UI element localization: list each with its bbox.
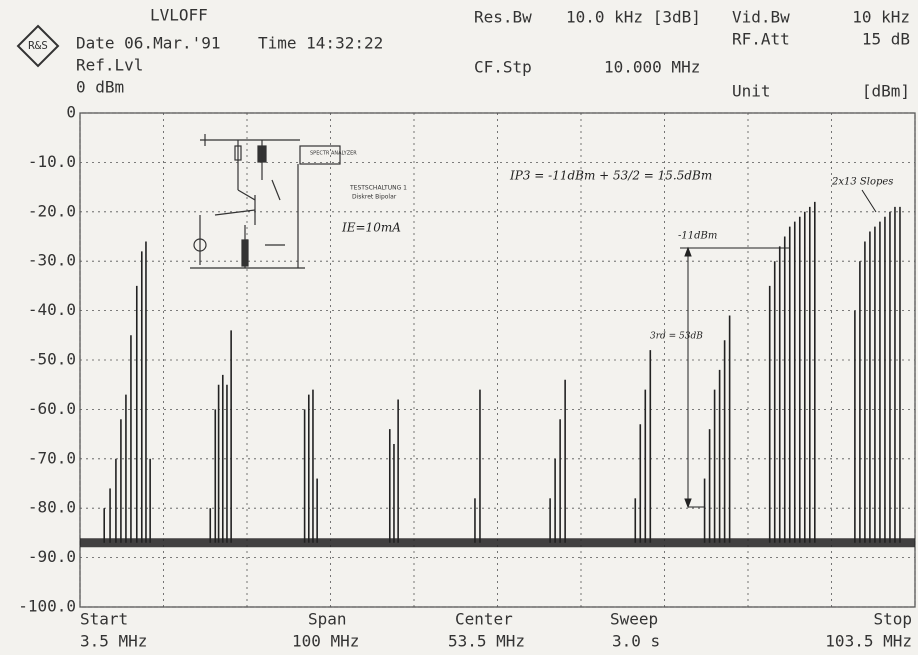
y-tick-label: -100.0 — [18, 597, 76, 616]
third-note: 3rd = 53dB — [650, 332, 703, 342]
sweep-label: Sweep — [610, 610, 658, 629]
time: Time 14:32:22 — [258, 34, 383, 53]
center-value: 53.5 MHz — [448, 632, 525, 651]
y-tick-label: -20.0 — [28, 201, 76, 220]
unit-value: [dBm] — [862, 82, 910, 101]
current-note: IE=10mA — [341, 221, 401, 235]
level-note: -11dBm — [678, 231, 717, 242]
y-tick-label: 0 — [66, 103, 76, 122]
rf-att-label: RF.Att — [732, 30, 790, 49]
logo: R&S — [16, 24, 60, 68]
stop-label: Stop — [873, 610, 912, 629]
vid-bw-value: 10 kHz — [852, 8, 910, 27]
y-tick-label: -60.0 — [28, 399, 76, 418]
start-value: 3.5 MHz — [80, 632, 147, 651]
measurement-arrows — [680, 189, 877, 509]
cf-stp-value: 10.000 MHz — [604, 58, 700, 77]
ref-value: 0 dBm — [76, 78, 124, 97]
plot-area: 0 -10.0 -20.0 -30.0 -40.0 -50.0 -60.0 -70.0 -80.… — [18, 103, 916, 616]
date: Date 06.Mar.'91 — [76, 34, 221, 53]
circuit-title: TESTSCHALTUNG 1 — [349, 185, 407, 192]
start-label: Start — [80, 610, 128, 629]
status: LVLOFF — [150, 6, 208, 25]
cf-stp-label: CF.Stp — [474, 58, 532, 77]
circuit-subtitle: Diskret Bipolar — [352, 194, 397, 201]
res-bw-label: Res.Bw — [474, 8, 532, 27]
unit-label: Unit — [732, 82, 771, 101]
rf-att-value: 15 dB — [862, 30, 910, 49]
stop-value: 103.5 MHz — [825, 632, 912, 651]
span-label: Span — [308, 610, 347, 629]
ref-label: Ref.Lvl — [76, 56, 143, 75]
y-tick-label: -80.0 — [28, 498, 76, 517]
sweep-value: 3.0 s — [612, 632, 660, 651]
span-value: 100 MHz — [292, 632, 359, 651]
circuit-box-label: SPECTR ANALYZER — [310, 151, 357, 157]
res-bw-value: 10.0 kHz [3dB] — [566, 8, 701, 27]
svg-text:R&S: R&S — [28, 39, 48, 52]
ip3-note: IP3 = -11dBm + 53/2 = 15.5dBm — [509, 169, 712, 183]
y-tick-label: -50.0 — [28, 350, 76, 369]
center-label: Center — [455, 610, 513, 629]
y-tick-label: -30.0 — [28, 251, 76, 270]
y-tick-label: -90.0 — [28, 547, 76, 566]
vid-bw-label: Vid.Bw — [732, 8, 790, 27]
y-tick-label: -70.0 — [28, 448, 76, 467]
circuit-sketch — [190, 134, 341, 269]
slopes-note: 2x13 Slopes — [831, 177, 893, 188]
y-tick-label: -10.0 — [28, 152, 76, 171]
y-tick-label: -40.0 — [28, 300, 76, 319]
